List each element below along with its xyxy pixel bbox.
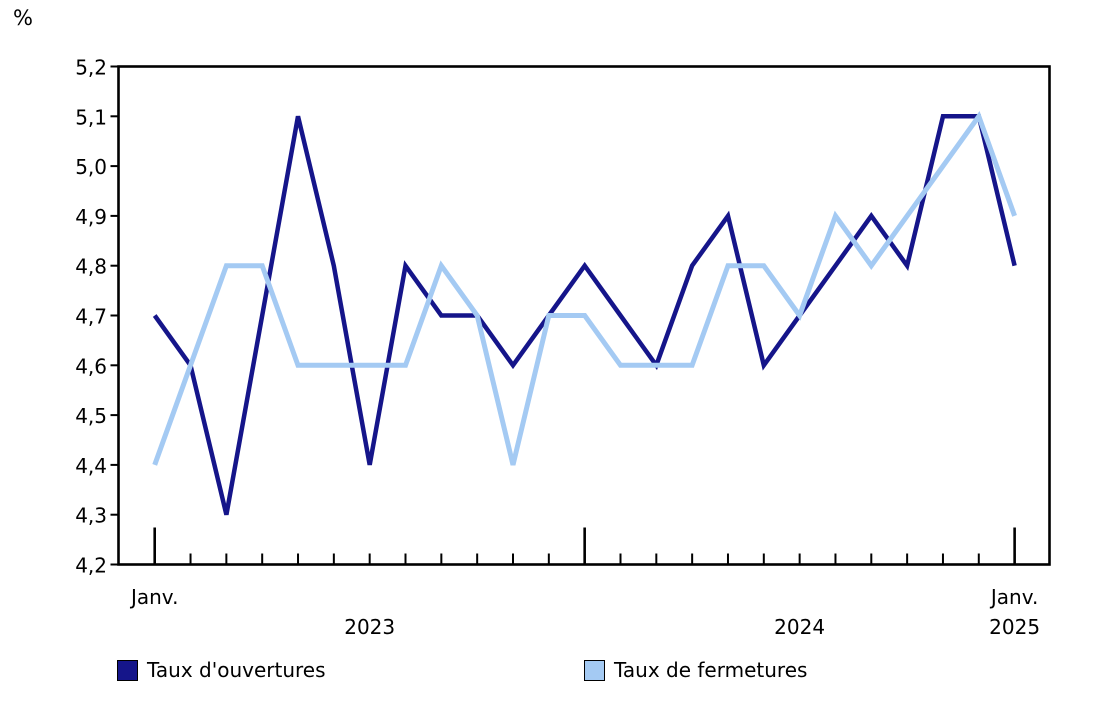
legend-swatch-fermetures [584, 659, 605, 681]
x-axis-label: 2025 [989, 615, 1040, 639]
legend-label-ouvertures: Taux d'ouvertures [147, 658, 326, 682]
y-tick-label: 4,8 [75, 255, 107, 279]
series-line-ouvertures [152, 114, 1017, 516]
axes: 5,2 5,1 5,0 4,9 4,8 4,7 4,6 4,5 4,4 4,3 4,2 Janv. 20… [75, 56, 1051, 639]
x-axis-label: 2024 [774, 615, 825, 639]
legend: Taux d'ouvertures Taux de fermetures [0, 657, 1096, 687]
y-tick-label: 4,9 [75, 205, 107, 229]
y-tick-label: 5,0 [75, 155, 107, 179]
y-tick-label: 4,4 [75, 454, 107, 478]
y-tick-label: 5,1 [75, 105, 107, 129]
x-axis-label: Janv. [989, 585, 1038, 609]
y-tick-label: 4,7 [75, 305, 107, 329]
y-tick-label: 4,2 [75, 554, 107, 578]
legend-label-fermetures: Taux de fermetures [614, 658, 808, 682]
x-axis-label: 2023 [344, 615, 395, 639]
y-tick-label: 4,3 [75, 504, 107, 528]
legend-item-fermetures: Taux de fermetures [584, 657, 807, 683]
y-tick-label: 4,6 [75, 354, 107, 378]
legend-item-ouvertures: Taux d'ouvertures [117, 657, 326, 683]
legend-swatch-ouvertures [117, 659, 138, 681]
y-tick-label: 5,2 [75, 56, 107, 80]
y-axis-unit-label: % [13, 6, 33, 30]
x-axis-label: Janv. [129, 585, 178, 609]
y-tick-label: 4,5 [75, 404, 107, 428]
series-line-fermetures [152, 110, 1017, 466]
